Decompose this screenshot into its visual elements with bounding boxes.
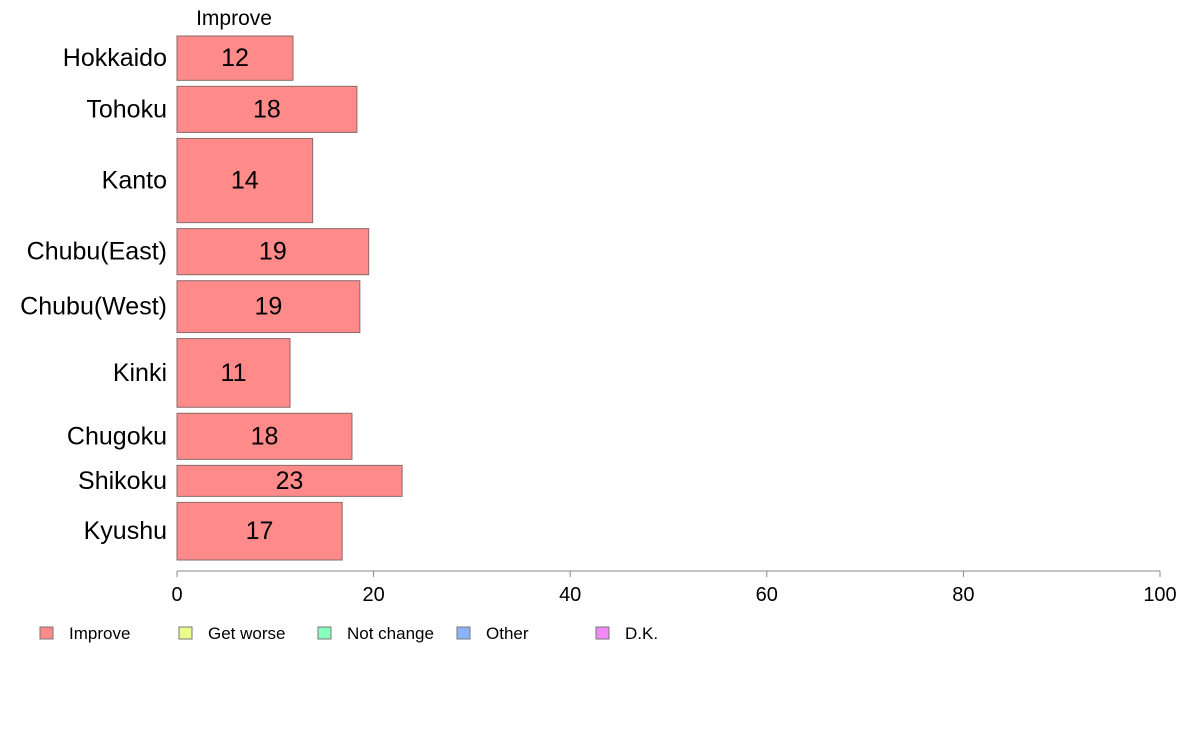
data-label: 19	[255, 293, 283, 321]
bar-kanto	[176, 137, 314, 224]
x-tick-label: 20	[362, 584, 384, 606]
x-axis: 0 20 40 60 80 100	[171, 570, 1177, 606]
data-label: 14	[231, 167, 259, 195]
bar-kyushu	[176, 501, 343, 561]
legend-label: D.K.	[625, 624, 658, 643]
x-tick-label: 60	[756, 584, 778, 606]
category-label: Kinki	[113, 359, 167, 387]
bar-group: Hokkaido 12 Tohoku 18 Kanto 14 Chubu(East) 19 Ch…	[20, 35, 403, 561]
legend-swatch	[178, 626, 193, 640]
category-label: Hokkaido	[63, 44, 167, 72]
data-label: 11	[221, 359, 247, 387]
x-tick-label: 80	[952, 584, 974, 606]
bar-chubu-east-	[176, 228, 370, 276]
legend-label: Other	[486, 624, 529, 643]
x-tick-label: 0	[171, 584, 182, 606]
data-label: 12	[221, 44, 249, 72]
category-label: Chugoku	[67, 422, 167, 450]
legend-label: Not change	[347, 624, 434, 643]
data-label: 17	[246, 517, 274, 545]
series-title: Improve	[196, 7, 272, 30]
category-label: Chubu(West)	[20, 293, 167, 321]
legend: Improve Get worse Not change Other D.K.	[39, 624, 658, 643]
data-label: 18	[251, 422, 279, 450]
category-label: Kanto	[102, 167, 167, 195]
category-label: Chubu(East)	[27, 238, 167, 266]
legend-swatch	[317, 626, 332, 640]
x-tick-label: 40	[559, 584, 581, 606]
category-label: Shikoku	[78, 467, 167, 495]
legend-swatch	[456, 626, 471, 640]
x-tick-label: 100	[1143, 584, 1176, 606]
bar-kinki	[176, 338, 291, 408]
bar-hokkaido	[176, 35, 294, 81]
data-label: 18	[253, 95, 281, 123]
category-label: Tohoku	[86, 95, 167, 123]
bar-tohoku	[176, 85, 358, 133]
legend-swatch	[39, 626, 54, 640]
category-label: Kyushu	[84, 517, 167, 545]
legend-swatch	[595, 626, 610, 640]
data-label: 23	[276, 467, 304, 495]
legend-label: Improve	[69, 624, 130, 643]
data-label: 19	[259, 238, 287, 266]
bar-shikoku	[176, 464, 403, 497]
legend-label: Get worse	[208, 624, 285, 643]
bar-chubu-west-	[176, 280, 361, 334]
bar-chugoku	[176, 412, 353, 460]
